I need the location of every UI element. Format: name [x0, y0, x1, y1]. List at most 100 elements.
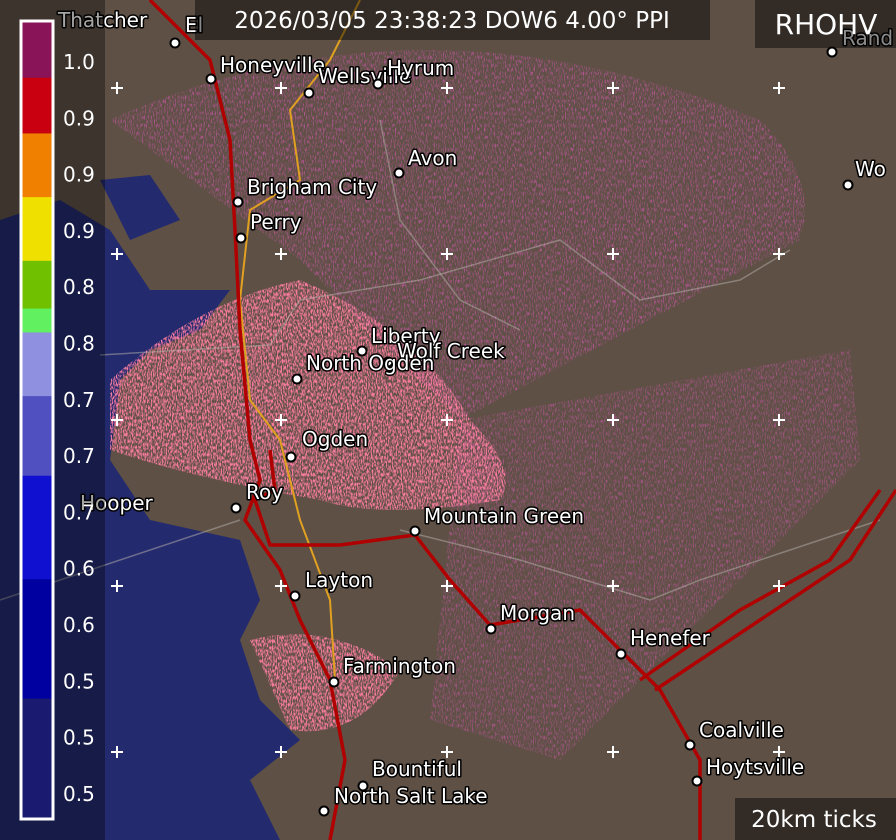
colorbar-segment	[22, 396, 52, 477]
city-label: Henefer	[630, 626, 711, 650]
city-label: Rand	[842, 26, 893, 50]
city-dot	[842, 179, 854, 191]
city-dot	[285, 451, 297, 463]
colorbar-label: 0.9	[63, 163, 95, 187]
colorbar-segment	[22, 22, 52, 79]
colorbar-label: 0.5	[63, 726, 95, 750]
city-label: North Salt Lake	[334, 784, 488, 808]
range-tick	[275, 248, 287, 260]
range-tick	[607, 746, 619, 758]
range-tick	[773, 414, 785, 426]
range-tick	[773, 82, 785, 94]
colorbar-segment	[22, 260, 52, 310]
boundaries	[0, 119, 881, 601]
city-dot	[826, 46, 838, 58]
city-dot	[232, 196, 244, 208]
city-dot	[205, 73, 217, 85]
city-label: Wo	[855, 157, 886, 181]
city-label: Layton	[305, 568, 373, 592]
range-tick	[441, 580, 453, 592]
colorbar-segment	[22, 197, 52, 262]
timestamp: 2026/03/05 23:38:23 DOW6 4.00° PPI	[234, 8, 670, 34]
city-dot	[357, 780, 369, 792]
city-label: Bountiful	[372, 757, 462, 781]
colorbar-segment	[22, 332, 52, 397]
city-dot	[328, 676, 340, 688]
product-label: RHOHV	[775, 8, 878, 41]
city-label: El	[185, 13, 203, 37]
colorbar-label: 0.7	[63, 444, 95, 468]
colorbar-label: 0.7	[63, 388, 95, 412]
range-tick	[111, 82, 123, 94]
colorbar-label: 0.5	[63, 669, 95, 693]
scale-label: 20km ticks	[751, 807, 877, 833]
range-tick	[441, 746, 453, 758]
footer-box	[735, 798, 896, 840]
range-tick	[111, 580, 123, 592]
city-dot	[691, 775, 703, 787]
colorbar-label: 0.9	[63, 219, 95, 243]
lake	[0, 200, 300, 840]
city-label: Mountain Green	[424, 504, 584, 528]
city-label: Wolf Creek	[397, 339, 505, 363]
range-tick	[275, 414, 287, 426]
colorbar-label: 0.8	[63, 275, 95, 299]
colorbar-label: 0.6	[63, 613, 95, 637]
colorbar-segment	[22, 579, 52, 700]
city-dot	[291, 373, 303, 385]
range-tick	[111, 248, 123, 260]
range-tick	[773, 746, 785, 758]
city-dot	[356, 345, 368, 357]
city-dot	[615, 648, 627, 660]
radar-echo	[250, 634, 400, 732]
colorbar: 1.0 0.9 0.9 0.9 0.8 0.8 0.7 0.7 0.7 0.6 0.6 0.5 0.5 0…	[19, 19, 95, 821]
range-tick	[441, 248, 453, 260]
lake	[100, 175, 180, 240]
range-tick	[773, 580, 785, 592]
radar-echo	[110, 280, 506, 510]
city-label: Thatcher	[57, 8, 148, 32]
colorbar-segment	[22, 475, 52, 580]
city-label: Liberty	[371, 324, 441, 348]
city-label: Honeyville	[220, 53, 325, 77]
colorbar-segment	[22, 308, 52, 333]
range-tick	[607, 580, 619, 592]
city-dot	[303, 87, 315, 99]
city-label: Hyrum	[387, 56, 454, 80]
city-label: Hooper	[80, 491, 154, 515]
city-dot	[289, 590, 301, 602]
header-box	[195, 0, 710, 40]
city-dot	[235, 232, 247, 244]
colorbar-label: 0.7	[63, 500, 95, 524]
city-dot	[372, 78, 384, 90]
city-label: Coalville	[699, 718, 784, 742]
city-dot	[230, 502, 242, 514]
city-label: Morgan	[500, 601, 575, 625]
range-tick	[111, 414, 123, 426]
range-tick	[773, 248, 785, 260]
city-dot	[684, 739, 696, 751]
city-label: Ogden	[302, 427, 368, 451]
city-label: Hoytsville	[706, 755, 804, 779]
range-tick	[275, 746, 287, 758]
radar-echo	[430, 350, 860, 760]
colorbar-segment	[22, 133, 52, 198]
colorbar-segment	[22, 77, 52, 134]
city-label: North Ogden	[306, 351, 434, 375]
city-label: Roy	[246, 480, 283, 504]
range-tick	[607, 248, 619, 260]
city-label: Wellsville	[318, 64, 411, 88]
city-dot	[485, 623, 497, 635]
colorbar-label: 0.8	[63, 332, 95, 356]
city-label: Brigham City	[247, 175, 377, 199]
colorbar-label: 1.0	[63, 50, 95, 74]
colorbar-label: 0.6	[63, 557, 95, 581]
city-dot	[169, 37, 181, 49]
city-label: Farmington	[343, 654, 456, 678]
colorbar-frame	[19, 19, 55, 821]
range-tick	[607, 414, 619, 426]
range-tick	[275, 580, 287, 592]
city-label: Perry	[250, 210, 302, 234]
